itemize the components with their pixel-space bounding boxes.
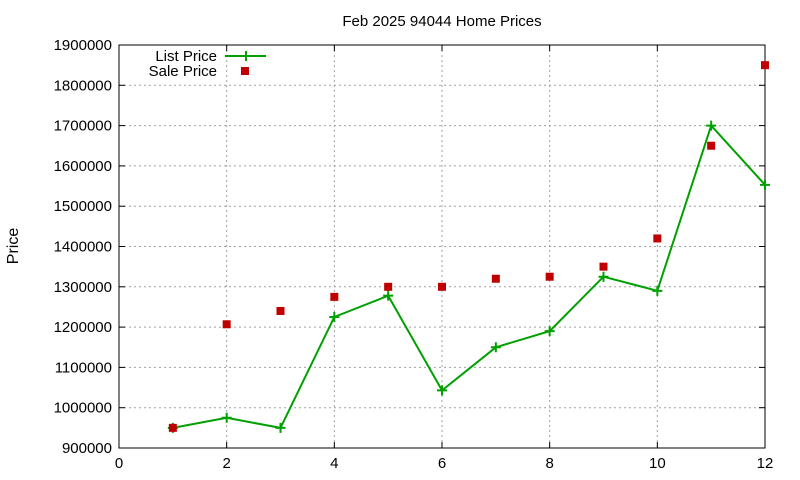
x-tick-label: 0: [115, 455, 123, 472]
data-point-sale-price: [330, 292, 339, 301]
data-point-sale-price: [438, 282, 446, 291]
data-point-list-price: [490, 342, 501, 353]
y-tick-label: 1300000: [54, 279, 112, 296]
y-tick-label: 1700000: [54, 118, 112, 135]
y-tick-label: 1400000: [54, 239, 112, 256]
data-point-sale-price: [545, 272, 554, 281]
data-point-list-price: [275, 422, 286, 433]
x-tick-label: 2: [222, 455, 230, 472]
data-point-list-price: [329, 312, 340, 323]
y-tick-label: 1200000: [54, 319, 112, 336]
data-point-sale-price: [276, 306, 285, 315]
x-tick-label: 10: [649, 455, 666, 472]
data-point-list-price: [760, 179, 770, 190]
x-tick-label: 12: [757, 455, 774, 472]
legend: List Price Sale Price: [149, 48, 266, 80]
data-point-sale-price: [707, 141, 716, 150]
data-point-sale-price: [384, 282, 393, 291]
y-tick-label: 1000000: [54, 400, 112, 417]
y-axis-label: Price: [5, 228, 22, 265]
x-tick-label: 8: [545, 455, 553, 472]
data-point-sale-price: [599, 262, 608, 271]
series-line-list-price: [172, 123, 766, 430]
y-tick-label: 1100000: [55, 359, 112, 376]
y-tick-label: 900000: [62, 440, 112, 457]
data-point-sale-price: [761, 61, 769, 70]
series-layer: [167, 61, 770, 433]
legend-label-list-price: List Price: [155, 48, 217, 65]
x-tick-label: 4: [330, 455, 338, 472]
legend-label-sale-price: Sale Price: [149, 63, 217, 80]
chart-title: Feb 2025 94044 Home Prices: [342, 13, 541, 30]
data-point-list-price: [544, 326, 555, 337]
x-tick-label: 6: [438, 455, 446, 472]
legend-marker-list-price: [241, 51, 251, 61]
data-point-sale-price: [653, 234, 662, 243]
data-point-sale-price: [491, 274, 500, 283]
y-tick-label: 1900000: [54, 37, 112, 54]
y-tick-label: 1500000: [54, 198, 112, 215]
data-point-sale-price: [222, 320, 231, 329]
legend-marker-sale-price: [241, 67, 249, 75]
data-point-list-price: [437, 385, 447, 396]
data-point-list-price: [706, 120, 717, 131]
data-point-list-price: [221, 412, 232, 423]
y-tick-label: 1800000: [54, 77, 112, 94]
data-point-list-price: [652, 285, 663, 296]
data-point-sale-price: [168, 423, 177, 432]
grid-layer: [119, 45, 765, 448]
data-point-list-price: [598, 271, 609, 282]
ticks-layer: 0 2 4 6 8 10 12 900000 1000000 1100000 1200000 1300…: [54, 37, 774, 472]
data-point-list-price: [383, 290, 394, 301]
y-tick-label: 1600000: [54, 158, 112, 175]
